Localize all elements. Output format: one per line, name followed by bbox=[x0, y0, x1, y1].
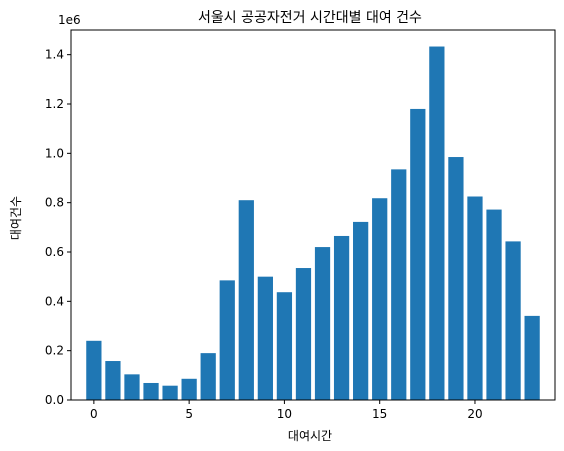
y-axis-label: 대여건수 bbox=[9, 196, 23, 240]
y-tick-label: 0.4 bbox=[45, 294, 64, 308]
x-tick-label: 20 bbox=[467, 407, 482, 421]
bar-hour-3 bbox=[143, 382, 159, 400]
bar-hour-11 bbox=[295, 268, 312, 400]
bar-hour-15 bbox=[372, 198, 388, 400]
y-tick-label: 0.6 bbox=[45, 245, 64, 259]
bar-hour-4 bbox=[162, 385, 178, 400]
bar-hour-23 bbox=[524, 315, 540, 400]
x-tick-label: 5 bbox=[185, 407, 193, 421]
y-tick-label: 0.8 bbox=[45, 196, 64, 210]
x-axis-label: 대여시간 bbox=[288, 429, 332, 443]
bar-hour-0 bbox=[86, 340, 102, 400]
bar-hour-13 bbox=[333, 235, 350, 400]
bar-hour-1 bbox=[105, 361, 121, 400]
bar-hour-20 bbox=[467, 196, 483, 400]
x-ticks-group: 0 5 10 15 20 bbox=[90, 400, 483, 421]
y-offset-label: 1e6 bbox=[58, 13, 81, 27]
bar-hour-6 bbox=[200, 353, 216, 400]
bar-hour-10 bbox=[276, 292, 293, 400]
bar-hour-9 bbox=[257, 276, 273, 400]
y-tick-label: 1.0 bbox=[45, 146, 64, 160]
y-tick-label: 0.0 bbox=[45, 393, 64, 407]
y-tick-label: 1.2 bbox=[45, 97, 64, 111]
y-ticks-group: 0.0 0.2 0.4 0.6 0.8 1.0 1.2 1.4 bbox=[45, 48, 71, 407]
bar-hour-2 bbox=[124, 374, 140, 400]
bar-hour-17 bbox=[410, 108, 426, 400]
bar-hour-5 bbox=[181, 378, 197, 400]
y-tick-label: 0.2 bbox=[45, 344, 64, 358]
bar-hour-18 bbox=[429, 46, 445, 400]
chart-title: 서울시 공공자전거 시간대별 대여 건수 bbox=[198, 10, 422, 26]
plot-frame bbox=[70, 29, 556, 401]
bar-hour-21 bbox=[486, 209, 502, 400]
bars-group bbox=[86, 46, 540, 400]
bar-hour-8 bbox=[238, 200, 254, 400]
x-tick-label: 15 bbox=[372, 407, 387, 421]
bar-hour-14 bbox=[353, 221, 369, 400]
bar-hour-7 bbox=[219, 280, 235, 400]
x-tick-label: 10 bbox=[277, 407, 292, 421]
bar-hour-16 bbox=[391, 169, 407, 400]
x-tick-label: 0 bbox=[90, 407, 98, 421]
bar-hour-22 bbox=[505, 241, 521, 400]
y-tick-label: 1.4 bbox=[45, 48, 64, 62]
bar-hour-19 bbox=[448, 157, 464, 400]
bar-hour-12 bbox=[314, 247, 331, 400]
